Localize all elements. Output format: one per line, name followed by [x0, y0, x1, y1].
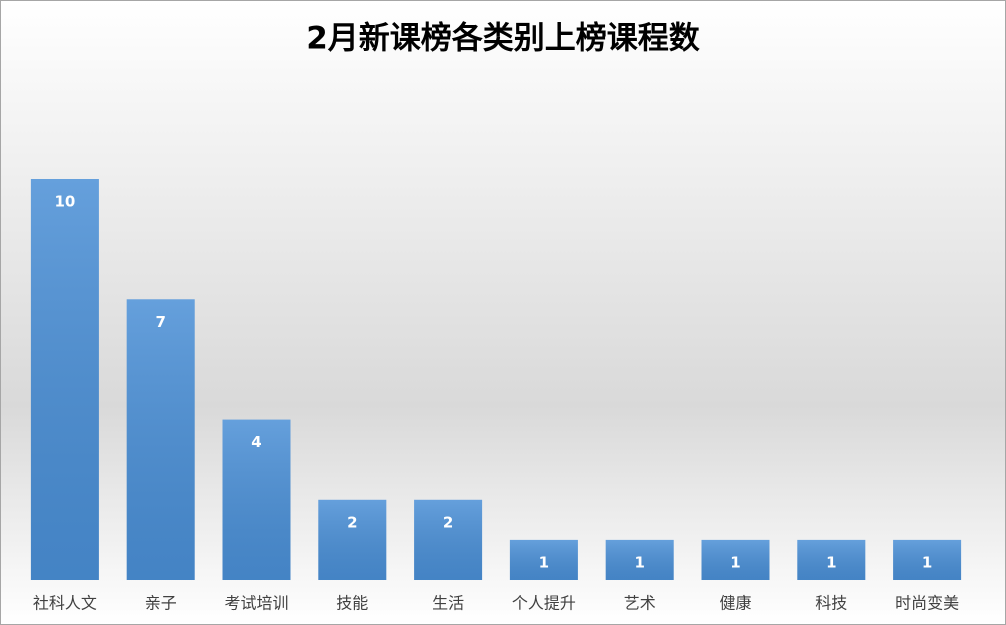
chart-title: 2月新课榜各类别上榜课程数: [306, 21, 700, 57]
data-label: 1: [826, 553, 836, 571]
bar-shade: [414, 499, 483, 580]
x-tick-label: 时尚变美: [895, 594, 959, 613]
data-label: 1: [539, 553, 549, 571]
bar-shade: [509, 539, 578, 580]
data-label: 1: [922, 553, 932, 571]
bar-shade: [893, 539, 962, 580]
data-label: 7: [155, 313, 165, 331]
data-label: 1: [730, 553, 740, 571]
bar-shade: [318, 499, 387, 580]
data-label: 10: [54, 193, 75, 211]
x-tick-label: 亲子: [145, 594, 177, 613]
bar-shade: [222, 419, 291, 580]
x-tick-label: 技能: [336, 594, 368, 613]
x-tick-label: 科技: [815, 594, 847, 613]
data-label: 2: [347, 513, 357, 531]
x-tick-label: 考试培训: [224, 594, 288, 613]
x-tick-label: 生活: [432, 594, 464, 613]
bar-shade: [126, 299, 195, 580]
data-label: 1: [634, 553, 644, 571]
bar-shade: [701, 539, 770, 580]
x-tick-label: 艺术: [624, 594, 656, 613]
x-tick-label: 个人提升: [512, 594, 576, 613]
data-label: 2: [443, 513, 453, 531]
x-tick-label: 社科人文: [33, 594, 97, 613]
bar-shade: [605, 539, 674, 580]
bar-shade: [30, 179, 99, 580]
bar-shade: [797, 539, 866, 580]
x-tick-label: 健康: [719, 594, 751, 613]
data-label: 4: [251, 433, 261, 451]
